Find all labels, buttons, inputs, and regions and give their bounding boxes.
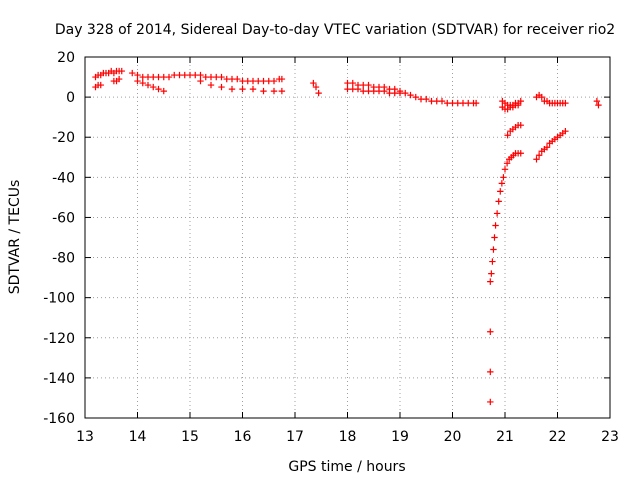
data-point — [228, 85, 236, 93]
data-point — [260, 87, 267, 95]
y-tick-label: -40 — [52, 170, 75, 186]
data-point — [423, 95, 430, 103]
data-point — [562, 128, 569, 135]
x-axis-title: GPS time / hours — [288, 459, 405, 475]
data-point — [514, 101, 522, 109]
y-tick-label: -60 — [52, 210, 75, 226]
x-tick-label: 17 — [286, 429, 304, 445]
data-point — [249, 85, 257, 93]
data-point — [535, 152, 543, 159]
data-point — [500, 174, 507, 181]
plot-frame — [84, 56, 611, 419]
x-tick-label: 18 — [339, 429, 357, 445]
data-point — [493, 210, 501, 217]
data-points — [92, 67, 602, 406]
data-point — [381, 87, 388, 95]
data-point — [489, 258, 496, 265]
data-point — [438, 97, 446, 105]
data-point — [315, 89, 322, 97]
data-point — [155, 85, 162, 93]
data-point — [197, 77, 204, 85]
x-tick-labels: 13 14 15 16 17 18 19 20 21 22 23 — [76, 429, 619, 445]
data-point — [533, 156, 540, 163]
data-point — [407, 91, 414, 99]
data-point — [278, 75, 286, 83]
x-tick-label: 21 — [496, 429, 514, 445]
data-point — [97, 81, 104, 89]
data-point — [595, 101, 602, 109]
x-tick-label: 19 — [391, 429, 409, 445]
grid — [85, 57, 610, 418]
data-point — [150, 83, 157, 91]
x-tick-label: 22 — [549, 429, 567, 445]
data-point — [543, 144, 551, 151]
x-tick-label: 23 — [601, 429, 619, 445]
data-point — [197, 71, 204, 79]
y-tick-label: -140 — [43, 371, 75, 387]
data-point — [497, 188, 504, 195]
y-tick-labels: 20 0 -20 -40 -60 -80 -100 -120 -140 -160 — [43, 50, 75, 427]
data-point — [218, 73, 225, 81]
data-point — [593, 97, 601, 105]
data-point — [504, 132, 511, 139]
y-tick-label: -20 — [52, 130, 75, 146]
data-point — [239, 85, 246, 93]
data-point — [503, 160, 511, 167]
data-point — [160, 87, 167, 95]
data-point — [498, 180, 506, 187]
data-point — [134, 71, 141, 79]
data-point — [517, 97, 524, 105]
data-point — [134, 77, 141, 85]
data-point — [354, 85, 362, 93]
chart-title: Day 328 of 2014, Sidereal Day-to-day VTE… — [55, 22, 615, 38]
data-point — [139, 79, 146, 87]
y-axis-title: SDTVAR / TECUs — [7, 180, 23, 295]
y-tick-label: -80 — [52, 251, 75, 267]
x-tick-label: 13 — [76, 429, 94, 445]
data-point — [501, 166, 509, 173]
y-tick-label: -160 — [43, 411, 75, 427]
data-point — [487, 368, 494, 376]
data-point — [487, 398, 494, 406]
x-tick-label: 14 — [129, 429, 147, 445]
data-point — [396, 89, 404, 97]
data-point — [207, 81, 215, 89]
x-tick-label: 15 — [181, 429, 199, 445]
data-point — [270, 87, 278, 95]
data-point — [472, 99, 480, 107]
data-point — [517, 150, 524, 157]
data-point — [118, 67, 125, 75]
y-tick-label: 20 — [57, 50, 75, 66]
y-tick-label: -120 — [43, 331, 75, 347]
data-point — [115, 75, 123, 83]
y-tick-label: -100 — [43, 291, 75, 307]
data-point — [538, 93, 545, 101]
data-point — [491, 234, 498, 241]
data-point — [487, 278, 494, 285]
data-point — [310, 79, 317, 87]
data-point — [349, 79, 356, 87]
data-point — [365, 81, 372, 89]
x-tick-label: 16 — [234, 429, 252, 445]
data-point — [517, 121, 524, 129]
data-point — [490, 246, 497, 253]
data-point — [487, 328, 494, 335]
data-point — [234, 75, 241, 83]
data-point — [278, 87, 286, 95]
data-point — [412, 93, 419, 101]
y-tick-label: 0 — [66, 90, 75, 106]
data-point — [495, 198, 502, 205]
data-point — [144, 81, 152, 89]
data-point — [312, 83, 320, 91]
data-point — [492, 222, 499, 229]
data-point — [270, 77, 278, 85]
data-point — [488, 270, 495, 277]
data-point — [218, 83, 225, 91]
data-point — [165, 73, 173, 81]
x-tick-label: 20 — [444, 429, 462, 445]
data-point — [129, 69, 136, 77]
data-point — [562, 99, 569, 107]
